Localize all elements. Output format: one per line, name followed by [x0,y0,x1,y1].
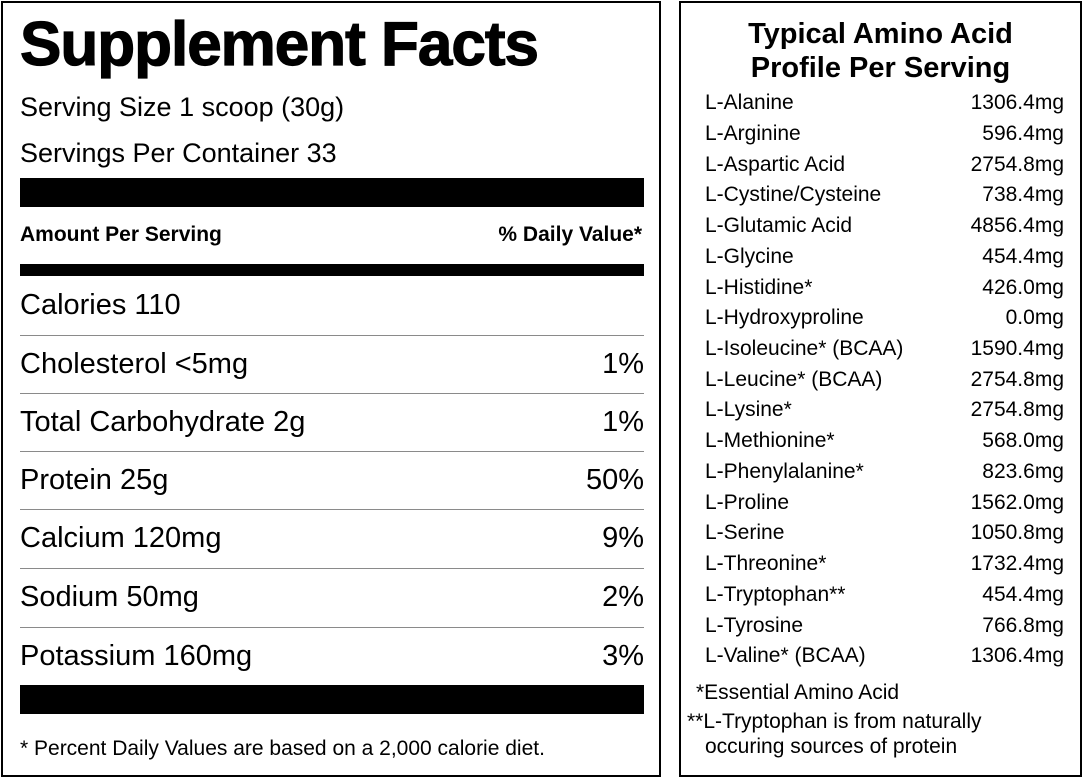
essential-amino-note: *Essential Amino Acid [696,681,900,704]
amino-name: L-Aspartic Acid [705,153,846,176]
nutrient-name: Sodium 50mg [20,581,199,613]
nutrient-row-protein: Protein 25g 50% [20,451,644,509]
amino-value: 2754.8mg [970,368,1064,391]
amino-value: 2754.8mg [970,153,1064,176]
amino-profile-title: Typical Amino Acid Profile Per Serving [681,17,1080,85]
amino-row: L-Isoleucine* (BCAA) 1590.4mg [705,337,1064,367]
amino-value: 1590.4mg [970,337,1064,360]
amino-name: L-Glycine [705,245,794,268]
amino-value: 426.0mg [982,276,1064,299]
amino-name: L-Tyrosine [705,614,804,637]
amino-name: L-Serine [705,521,785,544]
amino-value: 1050.8mg [970,521,1064,544]
amino-row: L-Phenylalanine* 823.6mg [705,460,1064,490]
amino-row: L-Aspartic Acid 2754.8mg [705,153,1064,183]
amino-name: L-Isoleucine* (BCAA) [705,337,904,360]
supplement-facts-title: Supplement Facts [19,9,539,79]
amino-name: L-Cystine/Cysteine [705,183,882,206]
amino-row: L-Lysine* 2754.8mg [705,398,1064,428]
nutrient-daily-value: 2% [602,581,644,613]
amino-value: 1306.4mg [970,644,1064,667]
amino-value: 454.4mg [982,245,1064,268]
amino-row: L-Proline 1562.0mg [705,491,1064,521]
amino-value: 2754.8mg [970,398,1064,421]
amino-value: 1732.4mg [970,552,1064,575]
nutrient-row-calcium: Calcium 120mg 9% [20,509,644,567]
thick-divider-bottom [20,685,644,714]
amino-row: L-Threonine* 1732.4mg [705,552,1064,582]
amount-per-serving-header: Amount Per Serving [20,223,222,246]
amino-acid-profile-panel: Typical Amino Acid Profile Per Serving L… [679,1,1082,777]
nutrient-daily-value: 50% [585,464,644,496]
nutrient-name: Protein 25g [20,464,169,496]
supplement-facts-panel: Supplement Facts Serving Size 1 scoop (3… [1,1,661,777]
amino-row: L-Alanine 1306.4mg [705,91,1064,121]
amino-value: 738.4mg [982,183,1064,206]
amino-name: L-Proline [705,491,790,514]
nutrient-daily-value: 3% [602,640,644,672]
amino-row: L-Methionine* 568.0mg [705,429,1064,459]
amino-name: L-Glutamic Acid [705,214,853,237]
amino-value: 568.0mg [982,429,1064,452]
amino-row: L-Tryptophan** 454.4mg [705,583,1064,613]
amino-value: 4856.4mg [970,214,1064,237]
amino-name: L-Valine* (BCAA) [705,644,866,667]
amino-value: 1562.0mg [970,491,1064,514]
amino-name: L-Arginine [705,122,801,145]
nutrient-row-carbohydrate: Total Carbohydrate 2g 1% [20,393,644,451]
nutrient-name: Calcium 120mg [20,522,222,554]
nutrient-name: Calories 110 [20,289,181,321]
amino-row: L-Glycine 454.4mg [705,245,1064,275]
nutrient-daily-value: 1% [602,406,644,438]
amino-value: 596.4mg [982,122,1064,145]
amino-title-line2: Profile Per Serving [750,52,1011,84]
daily-value-header: % Daily Value* [498,223,642,246]
amino-row: L-Serine 1050.8mg [705,521,1064,551]
serving-size: Serving Size 1 scoop (30g) [20,92,345,122]
amino-name: L-Methionine* [705,429,835,452]
amino-name: L-Hydroxyproline [705,306,864,329]
amino-row: L-Hydroxyproline 0.0mg [705,306,1064,336]
tryptophan-note-line1: **L-Tryptophan is from naturally [687,710,982,733]
amino-value: 0.0mg [1005,306,1064,329]
nutrient-name: Potassium 160mg [20,640,253,672]
amino-name: L-Alanine [705,91,794,114]
nutrient-name: Total Carbohydrate 2g [20,406,306,438]
amino-value: 454.4mg [982,583,1064,606]
amino-row: L-Glutamic Acid 4856.4mg [705,214,1064,244]
amino-name: L-Leucine* (BCAA) [705,368,883,391]
amino-row: L-Cystine/Cysteine 738.4mg [705,183,1064,213]
amino-name: L-Phenylalanine* [705,460,864,483]
amino-value: 1306.4mg [970,91,1064,114]
servings-per-container: Servings Per Container 33 [20,138,337,168]
thick-divider-top [20,178,644,207]
nutrient-daily-value: 9% [602,522,644,554]
amino-name: L-Histidine* [705,276,813,299]
amino-row: L-Arginine 596.4mg [705,122,1064,152]
amino-row: L-Leucine* (BCAA) 2754.8mg [705,368,1064,398]
nutrient-name: Cholesterol <5mg [20,348,249,380]
nutrient-row-potassium: Potassium 160mg 3% [20,627,644,685]
amino-row: L-Histidine* 426.0mg [705,276,1064,306]
amino-name: L-Tryptophan** [705,583,846,606]
nutrient-row-cholesterol: Cholesterol <5mg 1% [20,335,644,393]
nutrient-row-calories: Calories 110 [20,277,644,335]
amino-name: L-Threonine* [705,552,827,575]
divider-medium [20,264,644,276]
nutrient-daily-value: 1% [602,348,644,380]
daily-value-footnote: * Percent Daily Values are based on a 2,… [20,737,545,760]
amino-name: L-Lysine* [705,398,792,421]
amino-value: 766.8mg [982,614,1064,637]
tryptophan-note-line2: occuring sources of protein [705,735,958,758]
amino-row: L-Valine* (BCAA) 1306.4mg [705,644,1064,674]
amino-title-line1: Typical Amino Acid [748,18,1013,50]
amino-value: 823.6mg [982,460,1064,483]
nutrient-row-sodium: Sodium 50mg 2% [20,568,644,626]
amino-row: L-Tyrosine 766.8mg [705,614,1064,644]
